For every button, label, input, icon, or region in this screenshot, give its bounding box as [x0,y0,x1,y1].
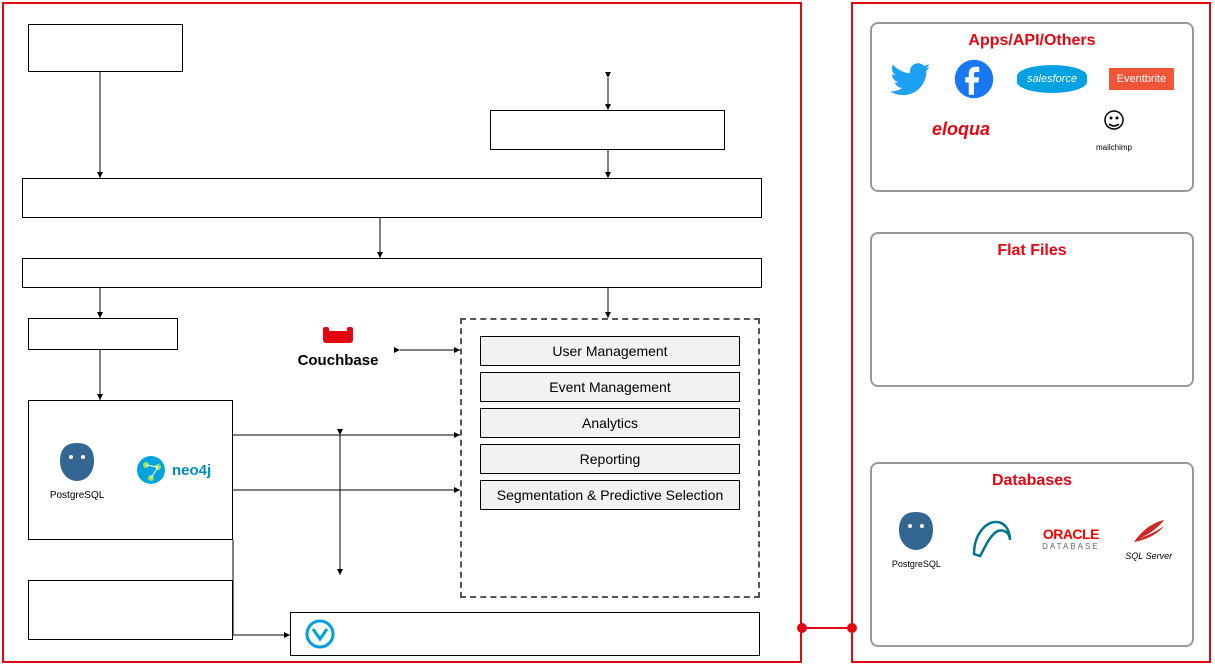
box-small-left [28,318,178,350]
neo4j-label: neo4j [172,462,211,479]
panel-apps: Apps/API/Others salesforce Eventbrite el… [870,22,1194,192]
mailchimp-icon: mailchimp [1096,106,1132,152]
box-wide-1 [22,178,762,218]
mulesoft-icon [305,619,335,649]
postgresql-icon [54,439,100,485]
box-bottom-wide [290,612,760,656]
services-panel: User Management Event Management Analyti… [460,318,760,598]
panel-dbs: Databases PostgreSQL ORACLE DATABASE SQL… [870,462,1194,647]
mysql-icon [966,514,1016,564]
postgres-block: PostgreSQL [50,439,104,501]
svc-segmentation: Segmentation & Predictive Selection [480,480,740,510]
couchbase-label: Couchbase [278,352,398,369]
db-box: PostgreSQL neo4j [28,400,233,540]
neo4j-icon [134,453,168,487]
panel-files-title: Flat Files [872,234,1192,264]
box-top-left [28,24,183,72]
postgresql-db-icon: PostgreSQL [892,508,941,569]
apps-logos: salesforce Eventbrite eloqua mailchimp [872,54,1192,156]
dbs-logos: PostgreSQL ORACLE DATABASE SQL Server [872,494,1192,573]
eloqua-icon: eloqua [932,119,990,140]
box-bottom-left [28,580,233,640]
box-top-right [490,110,725,150]
panel-files: Flat Files [870,232,1194,387]
sqlserver-icon: SQL Server [1125,516,1172,561]
couchbase-block: Couchbase [278,325,398,369]
salesforce-icon: salesforce [1017,65,1087,93]
neo4j-block: neo4j [134,453,211,487]
eventbrite-icon: Eventbrite [1109,68,1175,90]
panel-apps-title: Apps/API/Others [872,24,1192,54]
svc-reporting: Reporting [480,444,740,474]
box-wide-2 [22,258,762,288]
postgres-label: PostgreSQL [50,490,104,501]
panel-dbs-title: Databases [872,464,1192,494]
svc-event-mgmt: Event Management [480,372,740,402]
svc-user-mgmt: User Management [480,336,740,366]
couchbase-icon [321,325,355,347]
facebook-icon [953,58,995,100]
twitter-icon [890,58,932,100]
oracle-icon: ORACLE DATABASE [1042,526,1100,551]
svc-analytics: Analytics [480,408,740,438]
